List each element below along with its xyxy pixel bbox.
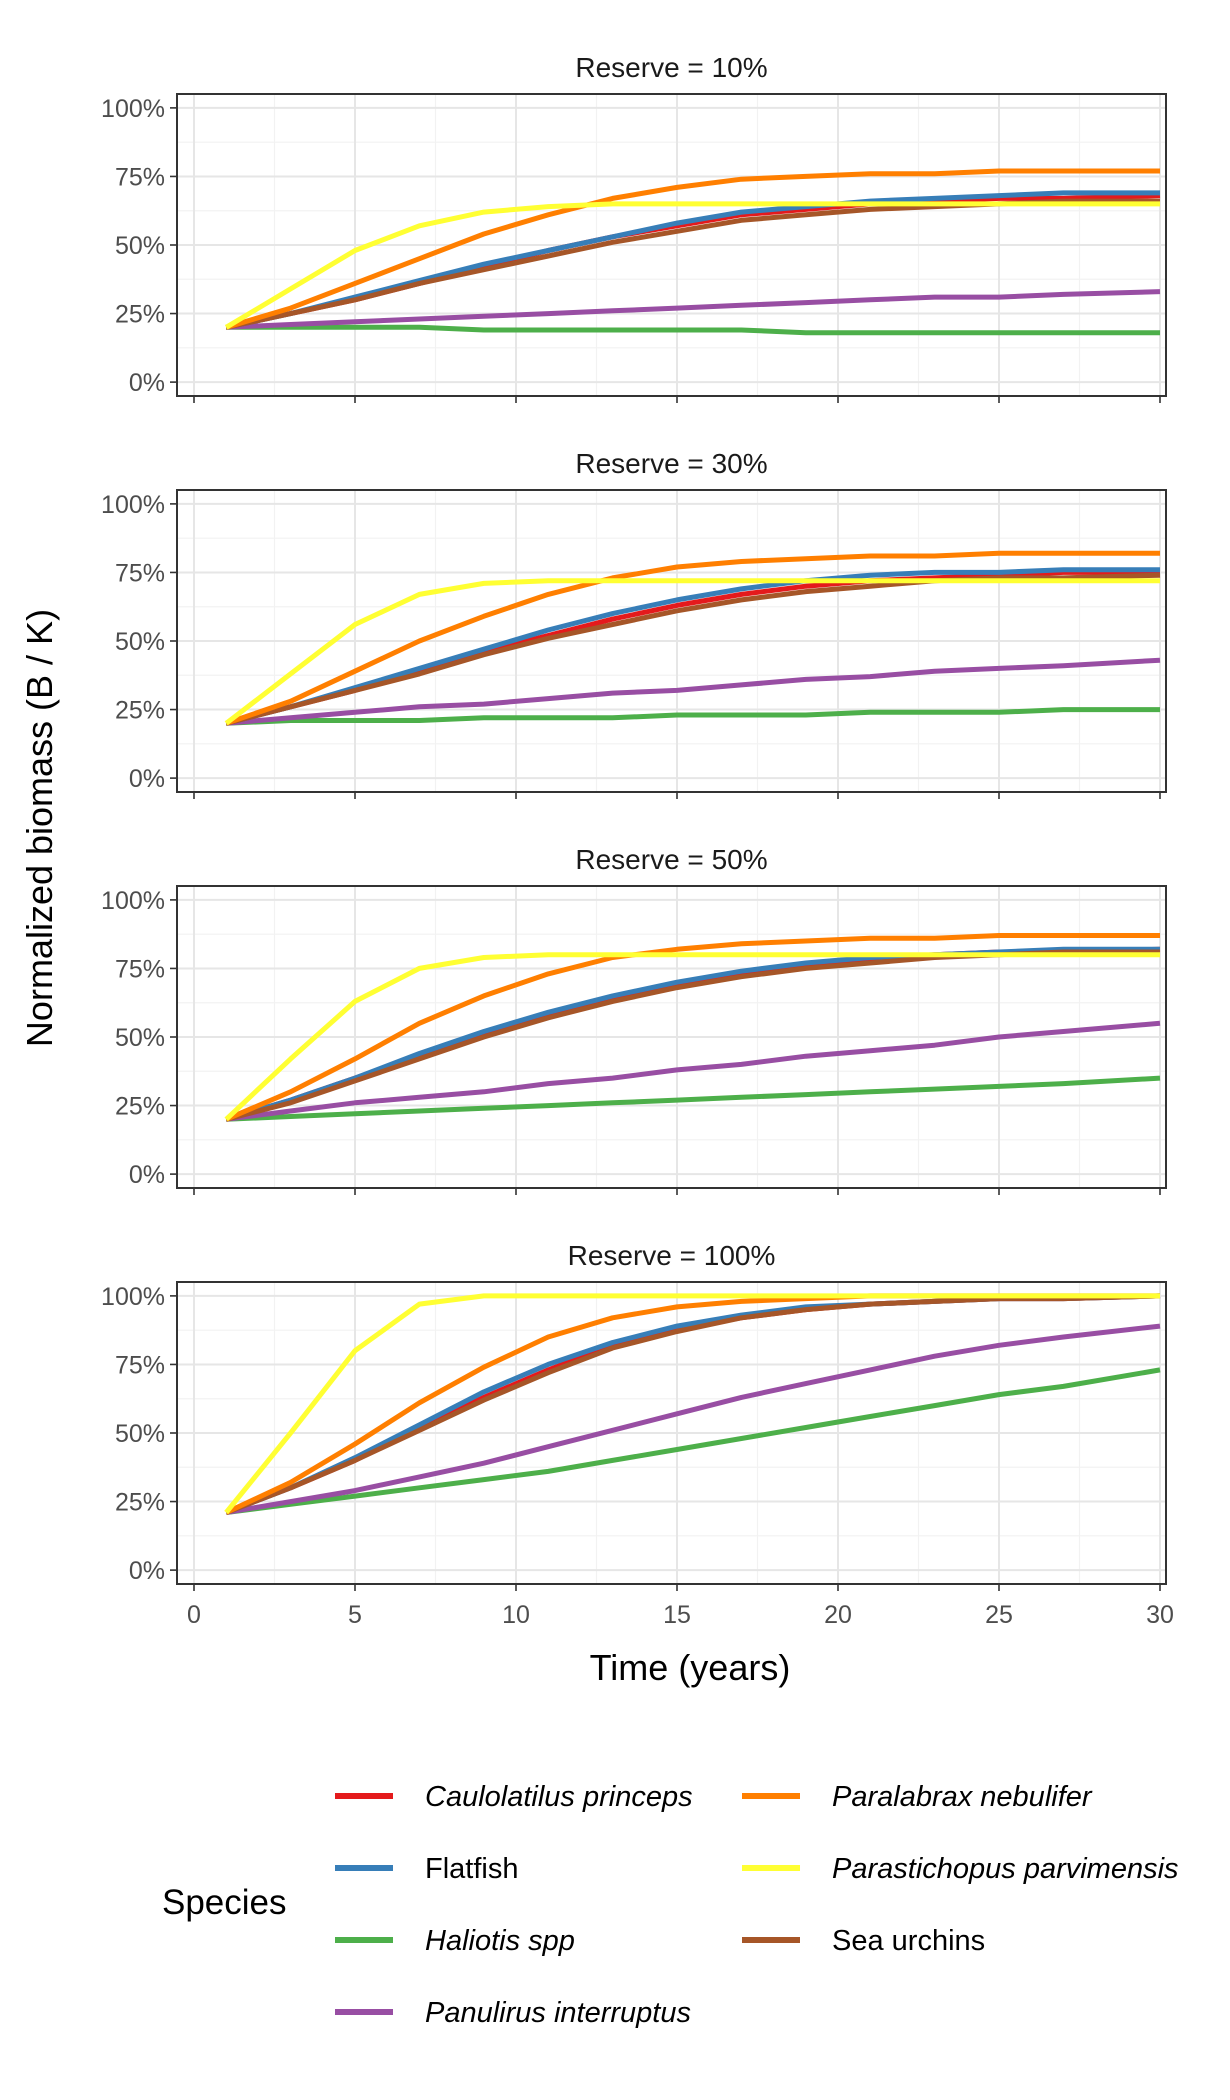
series-line-haliotis-spp (226, 1075, 1161, 1122)
series-line-sea-urchins (225, 1293, 1161, 1515)
y-tick-label: 50% (115, 1024, 165, 1052)
series-line-paralabrax-nebulifer (225, 933, 1160, 1122)
legend-label: Flatfish (425, 1853, 518, 1885)
legend-label: Paralabrax nebulifer (832, 1781, 1093, 1813)
x-tick-label: 0 (187, 1601, 201, 1629)
y-tick-label: 75% (115, 955, 165, 983)
legend-item: Caulolatilus princeps (335, 1781, 693, 1813)
y-tick-label: 75% (115, 163, 165, 191)
y-tick-label: 25% (115, 697, 165, 725)
legend-label: Panulirus interruptus (425, 1997, 691, 2029)
panel-border (176, 93, 1167, 397)
y-tick-label: 100% (101, 1283, 165, 1311)
series-line-panulirus-interruptus (226, 289, 1161, 330)
legend: Species Caulolatilus princeps Flatfish Hal… (162, 1781, 1179, 2029)
panel-border (176, 885, 1167, 1189)
legend-label: Caulolatilus princeps (425, 1781, 693, 1813)
legend-label: Parastichopus parvimensis (832, 1853, 1179, 1885)
x-axis: 0 5 10 15 20 25 30 (187, 1601, 1174, 1629)
facet-title: Reserve = 50% (575, 844, 767, 875)
series-line-panulirus-interruptus (225, 657, 1161, 726)
series-line-panulirus-interruptus (225, 1020, 1161, 1122)
y-tick-label: 100% (101, 887, 165, 915)
y-tick-label: 25% (115, 301, 165, 329)
legend-label: Sea urchins (832, 1925, 985, 1957)
series-line-paralabrax-nebulifer (225, 168, 1160, 330)
series-line-parastichopus-parvimensis (224, 1293, 1160, 1515)
y-tick-label: 50% (115, 628, 165, 656)
legend-item: Flatfish (335, 1853, 518, 1885)
y-tick-label: 0% (129, 1557, 165, 1585)
series-line-haliotis-spp (226, 324, 1160, 336)
series-line-haliotis-spp (225, 1367, 1161, 1515)
facet-title: Reserve = 100% (568, 1240, 776, 1271)
facet-panel-10pct: Reserve = 10% 0% 25% 50% 75% 100% (101, 52, 1167, 403)
legend-item: Haliotis spp (335, 1925, 575, 1957)
y-tick-label: 75% (115, 559, 165, 587)
x-tick-label: 25 (985, 1601, 1013, 1629)
panel-border (176, 489, 1167, 793)
series-line-flatfish (225, 190, 1160, 330)
y-tick-label: 25% (115, 1489, 165, 1517)
y-tick-label: 50% (115, 232, 165, 260)
y-tick-label: 0% (129, 765, 165, 793)
legend-item: Paralabrax nebulifer (742, 1781, 1093, 1813)
x-tick-label: 30 (1146, 1601, 1174, 1629)
facet-panel-50pct: Reserve = 50% 0% 25% 50% 75% 100% (101, 844, 1167, 1195)
series-line-parastichopus-parvimensis (224, 578, 1160, 726)
legend-item: Panulirus interruptus (335, 1997, 691, 2029)
y-axis-title: Normalized biomass (B / K) (19, 609, 60, 1047)
legend-item: Parastichopus parvimensis (742, 1853, 1179, 1885)
series-line-parastichopus-parvimensis (224, 201, 1160, 330)
x-tick-label: 20 (824, 1601, 852, 1629)
y-tick-label: 75% (115, 1351, 165, 1379)
x-axis-title: Time (years) (590, 1647, 791, 1688)
y-tick-label: 25% (115, 1093, 165, 1121)
series-line-parastichopus-parvimensis (224, 952, 1160, 1122)
legend-item: Sea urchins (742, 1925, 985, 1957)
series-line-flatfish (225, 567, 1160, 726)
legend-title: Species (162, 1883, 287, 1922)
series-line-panulirus-interruptus (225, 1323, 1161, 1515)
facet-panel-100pct: Reserve = 100% 0% 25% 50% 75% 100% (101, 1240, 1167, 1591)
y-tick-label: 100% (101, 491, 165, 519)
facet-title: Reserve = 10% (575, 52, 767, 83)
series-line-paralabrax-nebulifer (225, 550, 1160, 726)
y-tick-label: 0% (129, 369, 165, 397)
panel-border (176, 1281, 1167, 1585)
x-tick-label: 5 (348, 1601, 362, 1629)
y-tick-label: 50% (115, 1420, 165, 1448)
facet-title: Reserve = 30% (575, 448, 767, 479)
facet-panel-30pct: Reserve = 30% 0% 25% 50% 75% 100% (101, 448, 1167, 799)
y-tick-label: 100% (101, 95, 165, 123)
panels-layer: Reserve = 10%0%25%50%75%100%Reserve = 30… (101, 52, 1167, 1591)
series-line-haliotis-spp (226, 707, 1160, 726)
y-tick-label: 0% (129, 1161, 165, 1189)
x-tick-label: 10 (502, 1601, 530, 1629)
x-tick-label: 15 (663, 1601, 691, 1629)
legend-label: Haliotis spp (425, 1925, 575, 1957)
